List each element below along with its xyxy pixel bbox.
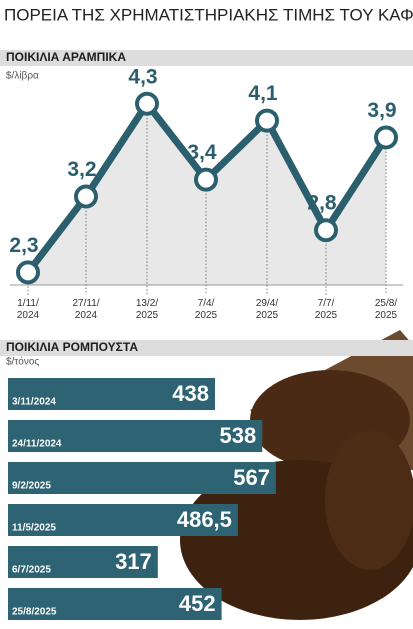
x-tick-line: 13/2/ — [136, 298, 158, 309]
x-tick-line: 1/11/ — [17, 298, 39, 309]
bar-value: 567 — [233, 465, 270, 490]
data-label: 3,2 — [67, 158, 96, 181]
section-title: ΠΟΙΚΙΛΙΑ ΡΟΜΠΟΥΣΤΑ — [6, 340, 138, 354]
point — [314, 218, 338, 243]
x-tick-label: 7/4/2025 — [195, 298, 218, 321]
section-band — [0, 50, 413, 66]
section-title: ΠΟΙΚΙΛΙΑ ΑΡΑΜΠΙΚΑ — [6, 50, 126, 64]
bar — [8, 420, 263, 452]
x-tick-line: 29/4/ — [256, 298, 278, 309]
data-label: 4,1 — [248, 82, 278, 105]
point — [194, 167, 218, 192]
bar-category: 3/11/2024 — [12, 397, 56, 408]
beans-decoration — [180, 330, 413, 620]
data-label: 2,3 — [9, 234, 38, 257]
section-band — [0, 340, 413, 356]
data-label: 2,8 — [307, 192, 337, 215]
x-tick-line: 7/7/ — [318, 298, 335, 309]
point — [16, 260, 40, 285]
point — [374, 125, 398, 150]
bar-value: 438 — [172, 381, 209, 406]
x-tick-line: 2025 — [315, 310, 338, 321]
x-tick-line: 7/4/ — [198, 298, 215, 309]
x-tick-label: 1/11/2024 — [17, 298, 40, 321]
bar-value: 317 — [115, 549, 152, 574]
bar — [8, 378, 215, 410]
x-tick-line: 2024 — [75, 310, 98, 321]
point — [74, 184, 98, 209]
bar — [8, 588, 222, 620]
bar — [8, 462, 276, 494]
data-label: 3,9 — [367, 99, 396, 122]
bar-category: 25/8/2025 — [12, 607, 57, 618]
bar — [8, 546, 158, 578]
bar-value: 486,5 — [177, 507, 232, 532]
x-tick-label: 27/11/2024 — [72, 298, 99, 321]
bar-category: 9/2/2025 — [12, 481, 51, 492]
x-tick-label: 13/2/2025 — [136, 298, 159, 321]
x-tick-label: 29/4/2025 — [256, 298, 279, 321]
unit-label: $/τόνος — [6, 356, 39, 368]
x-tick-label: 25/8/2025 — [375, 298, 398, 321]
data-label: 3,4 — [187, 141, 217, 164]
title: Η ΠΟΡΕΙΑ ΤΗΣ ΧΡΗΜΑΤΙΣΤΗΡΙΑΚΗΣ ΤΙΜΗΣ ΤΟΥ … — [0, 5, 413, 24]
bar-value: 538 — [220, 423, 257, 448]
bar — [8, 504, 238, 536]
point — [255, 108, 279, 133]
bar-category: 11/5/2025 — [12, 523, 56, 534]
x-tick-label: 7/7/2025 — [315, 298, 338, 321]
x-tick-line: 2024 — [17, 310, 40, 321]
bar-value: 452 — [179, 591, 216, 616]
x-tick-line: 25/8/ — [375, 298, 397, 309]
data-label: 4,3 — [128, 65, 157, 88]
bar-category: 6/7/2025 — [12, 565, 51, 576]
x-tick-line: 2025 — [136, 310, 159, 321]
x-tick-line: 2025 — [256, 310, 279, 321]
unit-label: $/λίβρα — [6, 70, 39, 82]
x-tick-line: 27/11/ — [72, 298, 99, 309]
bar-category: 24/11/2024 — [12, 439, 62, 450]
x-tick-line: 2025 — [375, 310, 398, 321]
point — [135, 91, 159, 116]
x-tick-line: 2025 — [195, 310, 218, 321]
